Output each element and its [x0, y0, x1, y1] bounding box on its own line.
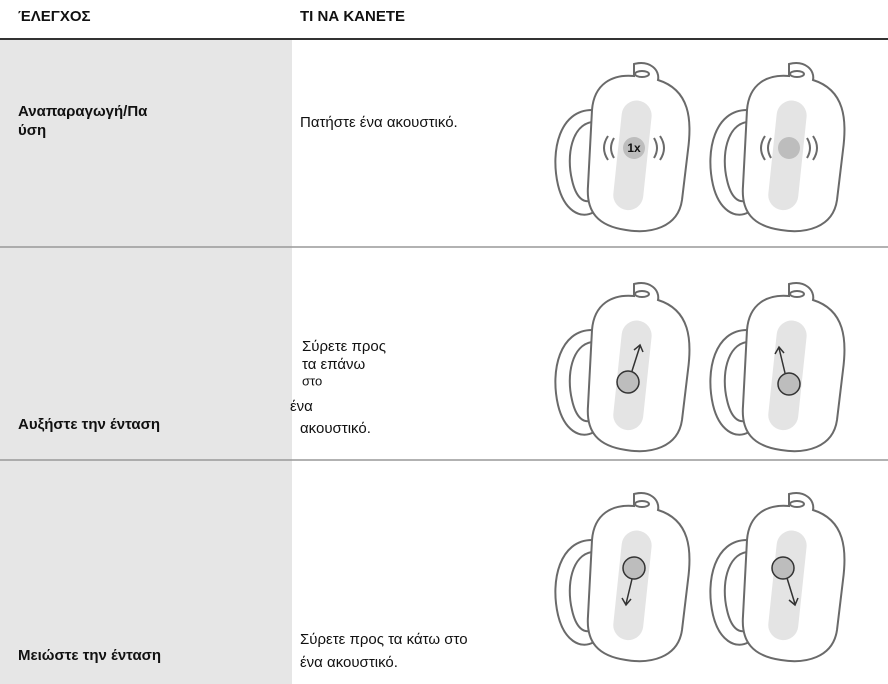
- action-text: ακουστικό.: [300, 420, 371, 437]
- action-text: Πατήστε ένα ακουστικό.: [300, 114, 458, 131]
- action-text: ένα ακουστικό.: [300, 654, 398, 671]
- action-text: τα επάνω: [302, 356, 366, 373]
- earbud-tap: [709, 62, 846, 233]
- earbud-swipe-down: [709, 492, 846, 663]
- action-text: Σύρετε προς τα κάτω στο: [300, 631, 468, 648]
- earbud-swipe-down: [554, 492, 691, 663]
- earbud-swipe-up: [709, 282, 846, 453]
- action-text: ένα: [290, 398, 313, 415]
- control-name: ύση: [18, 122, 46, 139]
- action-text: στο: [302, 373, 322, 388]
- action-text: Σύρετε προς: [302, 338, 386, 355]
- earbud-swipe-up: [554, 282, 691, 453]
- column-header: ΈΛΕΓΧΟΣ: [18, 8, 91, 25]
- tap-count: 1x: [627, 141, 641, 155]
- column-header: ΤΙ ΝΑ ΚΑΝΕΤΕ: [300, 8, 405, 25]
- earbud-tap: 1x: [554, 62, 691, 233]
- first-column-shade: [0, 40, 292, 684]
- control-name: Μειώστε την ένταση: [18, 647, 161, 664]
- control-name: Αυξήστε την ένταση: [18, 416, 160, 433]
- control-name: Αναπαραγωγή/Πα: [18, 103, 148, 120]
